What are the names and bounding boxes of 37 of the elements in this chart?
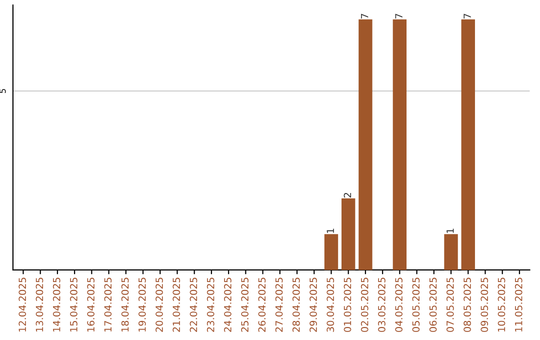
x-tick-label: 04.05.2025 [395,278,403,332]
x-tick-label: 14.04.2025 [52,278,60,332]
x-tick-label: 06.05.2025 [429,278,437,332]
x-tick-label: 19.04.2025 [138,278,146,332]
x-tick-label: 10.05.2025 [498,278,506,332]
x-tick-label: 08.05.2025 [464,278,471,332]
x-tick-label: 16.04.2025 [87,278,94,332]
x-tick-label: 27.04.2025 [275,278,283,332]
x-tick-label: 29.04.2025 [310,278,317,332]
x-tick-label: 26.04.2025 [258,278,266,332]
x-tick-label: 22.04.2025 [190,278,198,332]
x-tick-label: 12.04.2025 [18,278,26,332]
x-tick-label: 09.05.2025 [480,278,488,332]
x-tick-label: 23.04.2025 [206,278,214,332]
x-tick-label: 21.04.2025 [172,278,180,332]
data-label: 7 [395,14,402,18]
x-tick-label: 17.04.2025 [104,278,112,332]
x-tick-label: 11.05.2025 [514,278,522,332]
x-tick-label: 03.05.2025 [378,278,386,332]
data-label: 1 [326,228,334,233]
x-tick-label: 25.04.2025 [241,278,249,332]
x-tick-label: 30.04.2025 [326,278,334,332]
ref-line-label: 5 [0,89,6,94]
x-tick-label: 01.05.2025 [344,278,352,332]
x-tick-label: 05.05.2025 [412,278,420,332]
data-label: 7 [464,14,471,18]
x-tick-label: 13.04.2025 [36,278,44,332]
x-tick-label: 15.04.2025 [70,278,78,332]
x-tick-label: 20.04.2025 [156,278,163,332]
data-label: 7 [361,14,368,18]
x-tick-label: 18.04.2025 [121,278,129,332]
x-tick-label: 28.04.2025 [292,278,300,332]
data-label: 1 [446,228,454,233]
data-label: 2 [344,192,352,198]
x-tick-label: 24.04.2025 [224,278,232,332]
x-tick-label: 02.05.2025 [360,278,368,332]
x-tick-label: 07.05.2025 [446,278,454,332]
